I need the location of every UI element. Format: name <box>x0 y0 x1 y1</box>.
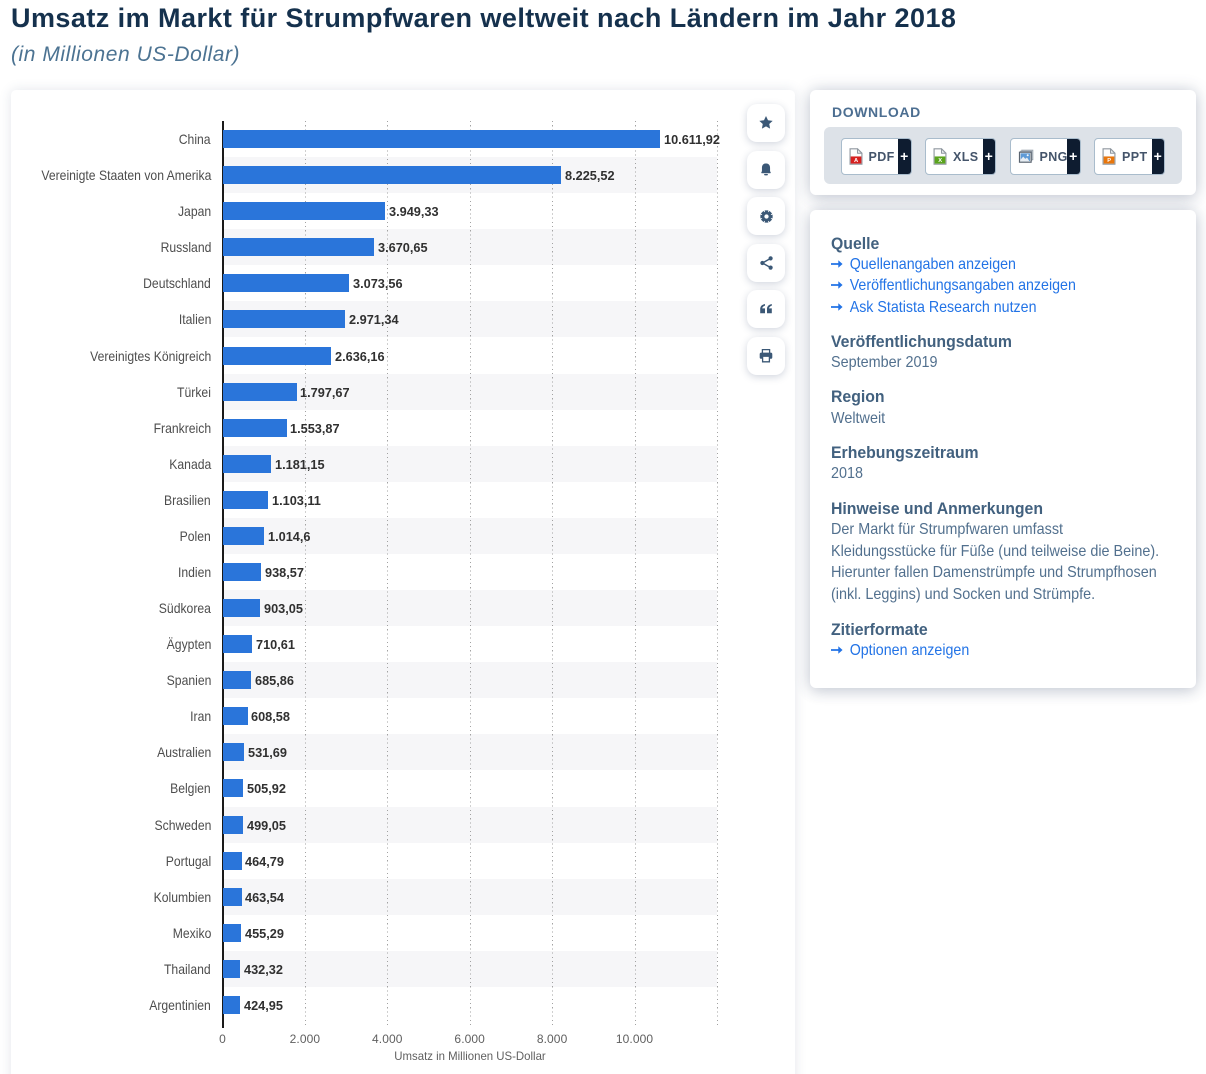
svg-text:A: A <box>854 158 858 164</box>
svg-text:P: P <box>1107 158 1111 164</box>
svg-text:X: X <box>938 158 942 164</box>
